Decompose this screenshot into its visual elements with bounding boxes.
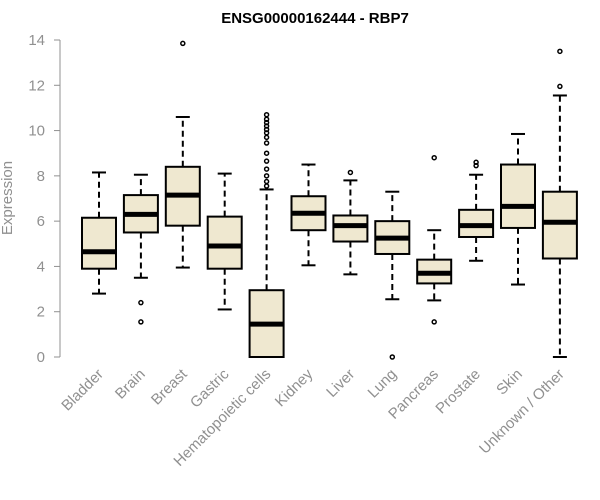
outlier-point <box>263 183 270 189</box>
box-2 <box>164 40 201 269</box>
outlier-point <box>557 83 563 90</box>
x-tick-label: Bladder <box>58 366 107 415</box>
y-tick-label: 4 <box>37 258 45 275</box>
x-tick-label: Breast <box>148 365 191 408</box>
box-3 <box>206 172 243 311</box>
box-10 <box>500 132 536 286</box>
x-tick-label: Prostate <box>432 366 484 418</box>
y-axis-label: Expression <box>0 161 16 235</box>
outlier-point <box>431 154 437 161</box>
outlier-point <box>557 48 563 55</box>
box-4 <box>248 111 285 359</box>
box-11 <box>541 48 578 358</box>
outlier-point <box>180 40 186 47</box>
box-0 <box>81 171 117 295</box>
outlier-point <box>263 178 270 185</box>
outlier-point <box>263 134 270 141</box>
y-tick-label: 6 <box>37 213 45 230</box>
y-tick-label: 12 <box>28 77 45 94</box>
outlier-point <box>263 111 270 118</box>
x-tick-label: Kidney <box>272 365 317 410</box>
outlier-point <box>263 150 270 156</box>
y-tick-label: 2 <box>37 304 45 321</box>
outlier-point <box>431 319 437 325</box>
x-tick-label: Lung <box>365 366 401 402</box>
iqr-box <box>541 190 578 260</box>
outlier-point <box>138 319 144 325</box>
outlier-point <box>389 354 396 360</box>
y-tick-label: 14 <box>28 32 45 49</box>
box-5 <box>290 163 327 267</box>
iqr-box <box>332 214 369 243</box>
box-8 <box>416 154 453 325</box>
box-6 <box>332 169 369 276</box>
iqr-box <box>206 215 243 270</box>
box-series <box>81 40 578 360</box>
outlier-point <box>263 158 270 164</box>
iqr-box <box>500 163 536 229</box>
outlier-point <box>138 299 144 306</box>
y-tick-label: 10 <box>28 123 45 140</box>
outlier-point <box>263 166 270 172</box>
y-tick-label: 0 <box>37 349 45 366</box>
y-tick-label: 8 <box>37 168 45 185</box>
x-tick-label: Liver <box>323 366 358 401</box>
outlier-point <box>263 173 270 179</box>
x-tick-label: Skin <box>493 366 526 399</box>
y-axis: 0 2 4 6 8 10 12 14 <box>28 32 61 366</box>
iqr-box <box>81 216 117 270</box>
outlier-point <box>263 140 270 146</box>
box-9 <box>458 159 495 262</box>
outlier-point <box>263 116 270 122</box>
box-7 <box>374 190 411 360</box>
chart-title: ENSG00000162444 - RBP7 <box>221 10 409 27</box>
outlier-point <box>347 169 354 176</box>
x-tick-label: Brain <box>112 366 149 403</box>
outlier-point <box>473 159 479 166</box>
box-1 <box>122 173 159 325</box>
